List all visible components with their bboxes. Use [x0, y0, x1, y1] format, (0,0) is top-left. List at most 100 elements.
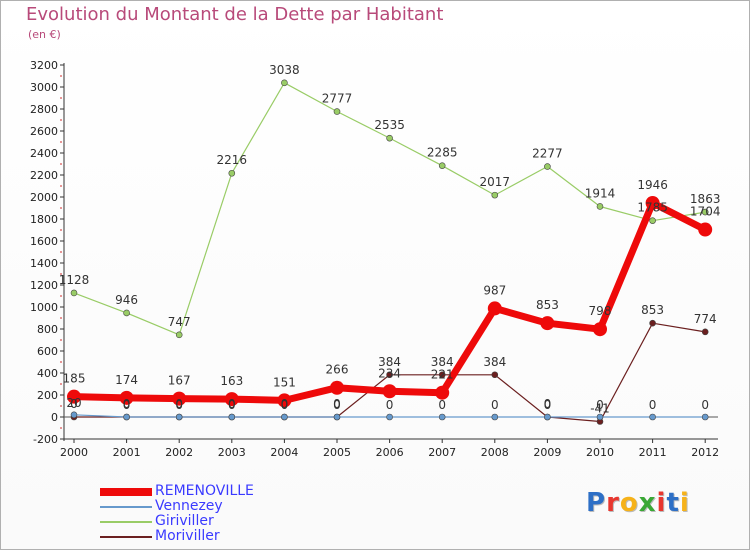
data-point-remenoville — [487, 301, 502, 316]
data-label-remenoville: 798 — [589, 304, 612, 318]
data-label-giriviller: 2017 — [480, 175, 511, 189]
data-label-giriviller: 946 — [115, 293, 138, 307]
data-point-giriviller — [333, 108, 341, 115]
data-point-giriviller — [123, 309, 130, 317]
x-tick-label: 2003 — [218, 446, 246, 459]
legend-swatch — [100, 536, 152, 538]
data-label-vennezey: 0 — [701, 398, 709, 412]
data-point-remenoville — [330, 380, 344, 395]
legend-label: Vennezey — [155, 498, 223, 514]
data-label-giriviller: 1785 — [637, 201, 668, 215]
data-label-remenoville: 174 — [115, 373, 138, 387]
y-tick-label: 400 — [37, 367, 58, 380]
y-tick-label: 3000 — [30, 81, 58, 94]
y-tick-label: 600 — [37, 345, 58, 358]
y-tick-label: 2000 — [30, 191, 58, 204]
data-label-giriviller: 1128 — [59, 273, 90, 287]
y-tick-label: 0 — [51, 411, 58, 424]
data-label-remenoville: 266 — [326, 363, 349, 377]
legend-item: Vennezey — [100, 498, 360, 514]
data-label-remenoville: 151 — [273, 375, 296, 389]
y-tick-label: 2200 — [30, 169, 58, 182]
legend-item: Moriviller — [100, 528, 360, 544]
data-label-giriviller: 2216 — [217, 153, 248, 167]
logo-letter: t — [666, 488, 680, 518]
x-tick-label: 2001 — [113, 446, 141, 459]
data-label-moriviller: 0 — [228, 397, 236, 411]
data-point-giriviller — [386, 134, 393, 142]
data-label-vennezey: 0 — [596, 398, 604, 412]
y-tick-label: 800 — [37, 323, 58, 336]
data-point-giriviller — [491, 191, 499, 199]
logo-letter: i — [656, 488, 667, 518]
data-label-remenoville: 185 — [63, 372, 86, 386]
legend-item: Giriviller — [100, 513, 360, 529]
y-tick-label: 1000 — [30, 301, 58, 314]
data-point-remenoville — [593, 322, 607, 337]
data-label-giriviller: 1914 — [585, 186, 616, 200]
data-label-vennezey: 0 — [438, 398, 446, 412]
x-tick-label: 2004 — [270, 446, 298, 459]
data-label-remenoville: 167 — [168, 374, 191, 388]
legend-label: Giriviller — [155, 513, 214, 529]
x-tick-label: 2000 — [60, 446, 88, 459]
y-tick-label: 2600 — [30, 125, 58, 138]
y-tick-label: 3200 — [30, 59, 58, 72]
data-point-vennezey — [386, 413, 393, 421]
data-point-giriviller — [70, 289, 78, 297]
data-point-giriviller — [701, 208, 709, 216]
legend-label: REMENOVILLE — [155, 483, 254, 499]
data-label-giriviller: 2535 — [374, 118, 405, 132]
x-tick-label: 2011 — [639, 446, 667, 459]
data-point-remenoville — [224, 392, 239, 407]
x-tick-label: 2009 — [533, 446, 561, 459]
y-tick-label: 200 — [37, 389, 58, 402]
data-point-vennezey — [438, 413, 446, 421]
data-point-remenoville — [540, 316, 555, 331]
data-point-moriviller — [386, 371, 393, 379]
data-label-vennezey: 0 — [228, 398, 236, 412]
y-tick-label: 1200 — [30, 279, 58, 292]
data-point-vennezey — [175, 413, 183, 421]
data-label-moriviller: 384 — [431, 355, 454, 369]
x-tick-label: 2010 — [586, 446, 614, 459]
data-point-remenoville — [645, 195, 660, 210]
data-point-moriviller — [649, 319, 656, 327]
chart-legend: REMENOVILLE Vennezey Giriviller Moriviller — [100, 483, 360, 544]
data-label-vennezey: 0 — [175, 398, 183, 412]
data-point-vennezey — [596, 413, 604, 421]
data-point-remenoville — [67, 389, 81, 404]
data-point-moriviller — [701, 328, 709, 336]
data-point-remenoville — [172, 391, 187, 406]
data-point-vennezey — [228, 413, 236, 421]
data-label-moriviller: 0 — [281, 397, 289, 411]
data-point-vennezey — [544, 413, 551, 421]
x-tick-label: 2007 — [428, 446, 456, 459]
data-label-moriviller: 0 — [70, 397, 78, 411]
data-label-remenoville: 1704 — [690, 205, 721, 219]
data-label-remenoville: 163 — [220, 374, 243, 388]
logo-letter: o — [619, 488, 639, 518]
logo-letter: P — [586, 488, 607, 518]
data-point-vennezey — [701, 413, 709, 421]
data-label-giriviller: 1863 — [690, 192, 721, 206]
data-point-remenoville — [698, 222, 713, 237]
data-label-moriviller: 384 — [378, 355, 401, 369]
data-label-remenoville: 853 — [536, 298, 559, 312]
data-point-giriviller — [596, 203, 604, 210]
data-point-giriviller — [175, 331, 183, 339]
data-label-moriviller: 384 — [483, 355, 506, 369]
data-label-vennezey: 0 — [491, 398, 499, 412]
data-label-moriviller: 0 — [544, 397, 552, 411]
data-point-vennezey — [281, 413, 288, 421]
data-label-giriviller: 3038 — [269, 63, 300, 77]
logo-letter: i — [679, 488, 690, 518]
data-point-remenoville — [277, 393, 292, 408]
data-point-vennezey — [70, 411, 78, 419]
logo-letter: x — [638, 488, 657, 518]
data-label-vennezey: 0 — [123, 398, 131, 412]
y-tick-label: -200 — [33, 433, 58, 446]
legend-swatch — [100, 488, 152, 496]
y-tick-label: 2400 — [30, 147, 58, 160]
